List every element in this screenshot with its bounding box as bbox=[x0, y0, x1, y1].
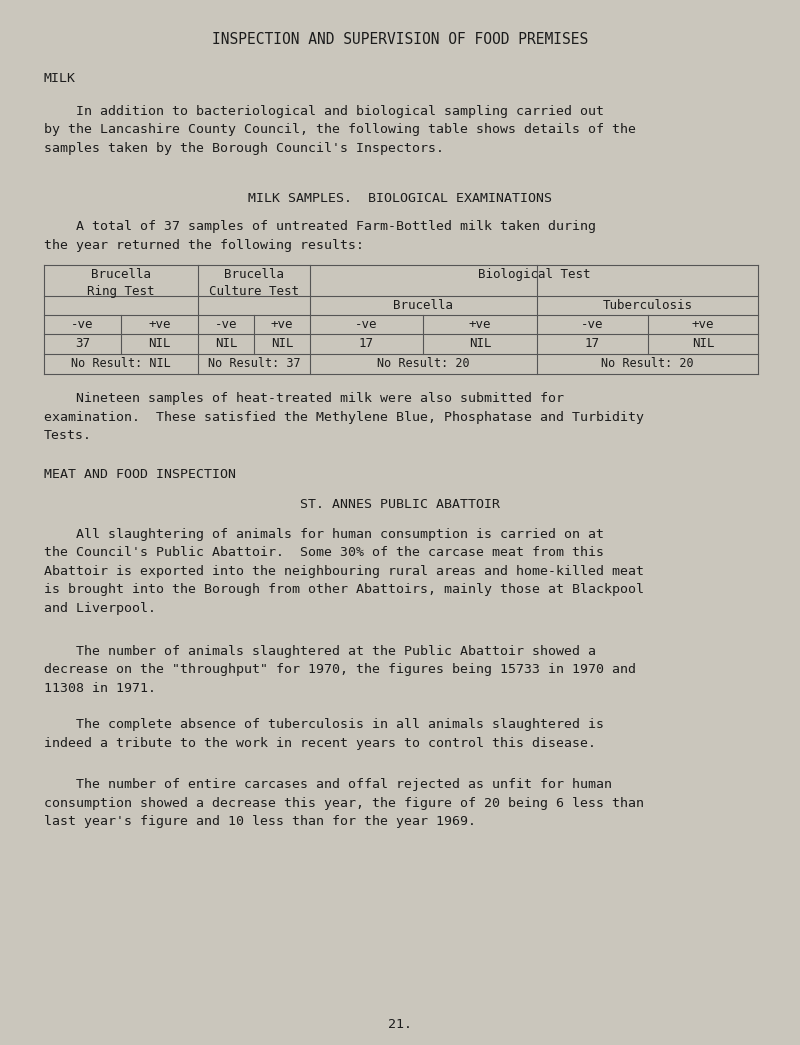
Text: Nineteen samples of heat-treated milk were also submitted for
examination.  Thes: Nineteen samples of heat-treated milk we… bbox=[44, 392, 644, 442]
Text: -ve: -ve bbox=[582, 318, 604, 331]
Text: +ve: +ve bbox=[692, 318, 714, 331]
Text: -ve: -ve bbox=[214, 318, 238, 331]
Text: The complete absence of tuberculosis in all animals slaughtered is
indeed a trib: The complete absence of tuberculosis in … bbox=[44, 718, 604, 749]
Text: -ve: -ve bbox=[355, 318, 378, 331]
Text: +ve: +ve bbox=[469, 318, 491, 331]
Text: 37: 37 bbox=[75, 336, 90, 350]
Text: +ve: +ve bbox=[270, 318, 294, 331]
Text: MILK SAMPLES.  BIOLOGICAL EXAMINATIONS: MILK SAMPLES. BIOLOGICAL EXAMINATIONS bbox=[248, 192, 552, 205]
Text: No Result: 37: No Result: 37 bbox=[208, 357, 300, 370]
Text: NIL: NIL bbox=[469, 336, 491, 350]
Text: NIL: NIL bbox=[270, 336, 294, 350]
Text: No Result: 20: No Result: 20 bbox=[377, 357, 470, 370]
Text: 17: 17 bbox=[585, 336, 600, 350]
Text: 17: 17 bbox=[359, 336, 374, 350]
Text: Tuberculosis: Tuberculosis bbox=[602, 299, 693, 312]
Text: Brucella
Culture Test: Brucella Culture Test bbox=[209, 268, 299, 298]
Text: The number of animals slaughtered at the Public Abattoir showed a
decrease on th: The number of animals slaughtered at the… bbox=[44, 645, 636, 695]
Text: The number of entire carcases and offal rejected as unfit for human
consumption : The number of entire carcases and offal … bbox=[44, 777, 644, 828]
Text: Biological Test: Biological Test bbox=[478, 268, 590, 281]
Text: NIL: NIL bbox=[214, 336, 238, 350]
Text: 21.: 21. bbox=[388, 1018, 412, 1031]
Text: -ve: -ve bbox=[71, 318, 94, 331]
Text: Brucella: Brucella bbox=[394, 299, 454, 312]
Text: A total of 37 samples of untreated Farm-Bottled milk taken during
the year retur: A total of 37 samples of untreated Farm-… bbox=[44, 220, 596, 252]
Text: NIL: NIL bbox=[692, 336, 714, 350]
Text: No Result: NIL: No Result: NIL bbox=[71, 357, 171, 370]
Text: All slaughtering of animals for human consumption is carried on at
the Council's: All slaughtering of animals for human co… bbox=[44, 528, 644, 616]
Text: ST. ANNES PUBLIC ABATTOIR: ST. ANNES PUBLIC ABATTOIR bbox=[300, 498, 500, 511]
Text: In addition to bacteriological and biological sampling carried out
by the Lancas: In addition to bacteriological and biolo… bbox=[44, 104, 636, 155]
Text: No Result: 20: No Result: 20 bbox=[601, 357, 694, 370]
Text: INSPECTION AND SUPERVISION OF FOOD PREMISES: INSPECTION AND SUPERVISION OF FOOD PREMI… bbox=[212, 32, 588, 47]
Text: MEAT AND FOOD INSPECTION: MEAT AND FOOD INSPECTION bbox=[44, 468, 236, 481]
Text: MILK: MILK bbox=[44, 72, 76, 85]
Text: +ve: +ve bbox=[148, 318, 170, 331]
Text: NIL: NIL bbox=[148, 336, 170, 350]
Text: Brucella
Ring Test: Brucella Ring Test bbox=[87, 268, 154, 298]
